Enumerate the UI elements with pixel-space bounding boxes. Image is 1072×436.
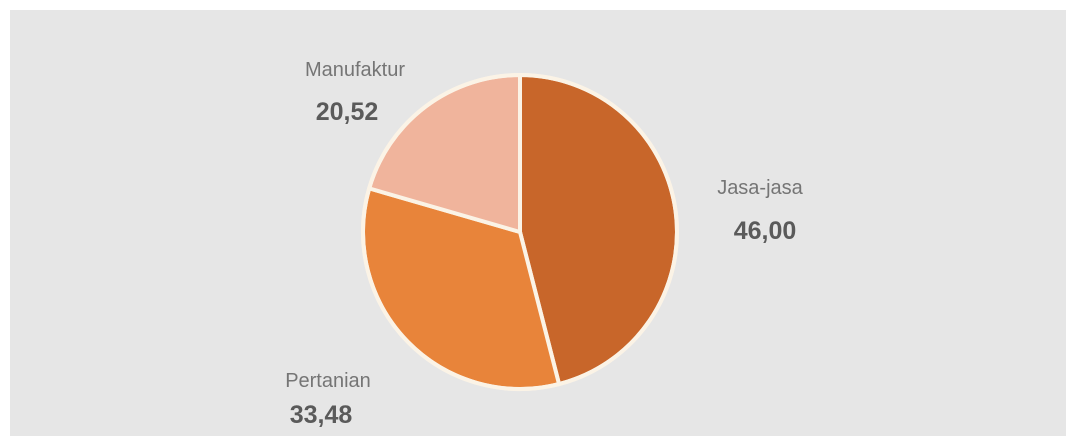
chart-panel: Manufaktur 20,52 Jasa-jasa 46,00 Pertani…: [10, 10, 1066, 436]
slice-value-manufaktur: 20,52: [316, 98, 379, 126]
pie-outline: [361, 73, 679, 391]
slice-label-manufaktur: Manufaktur: [305, 59, 405, 81]
pie-slices: [361, 73, 679, 391]
slice-value-jasa-jasa: 46,00: [734, 217, 797, 245]
pie-chart: Manufaktur 20,52 Jasa-jasa 46,00 Pertani…: [285, 59, 803, 429]
slice-label-jasa-jasa: Jasa-jasa: [717, 177, 803, 199]
slice-label-pertanian: Pertanian: [285, 370, 371, 392]
slice-value-pertanian: 33,48: [290, 401, 353, 429]
